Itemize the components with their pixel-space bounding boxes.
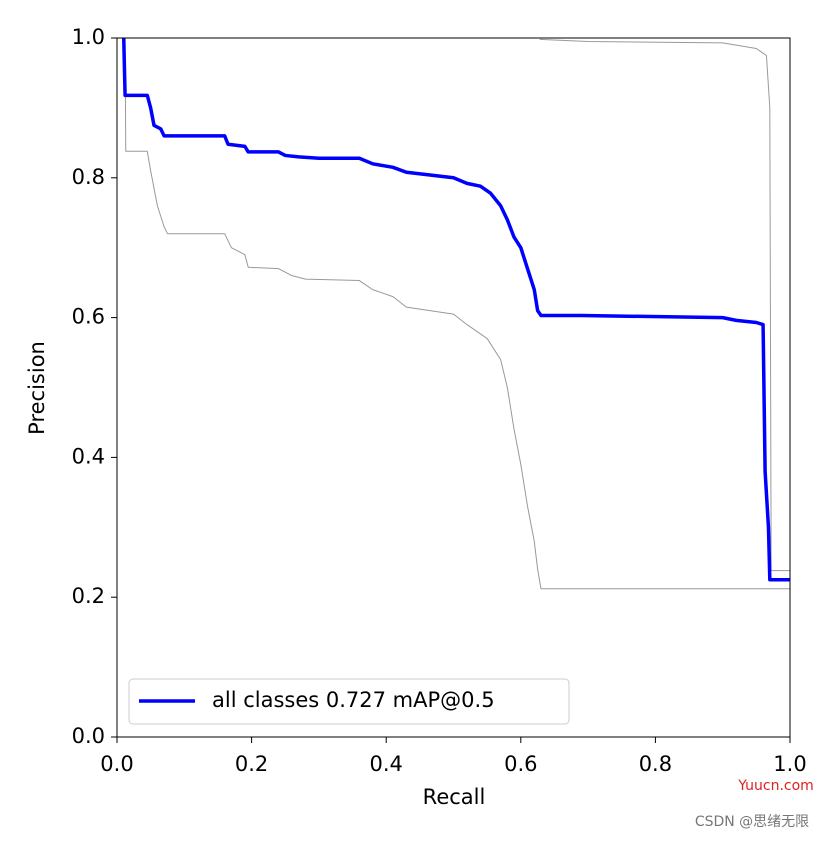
x-tick-label: 1.0 [773, 752, 806, 776]
y-axis-label: Precision [25, 341, 49, 435]
y-tick-label: 1.0 [72, 25, 105, 49]
watermark: Yuucn.com [737, 778, 814, 794]
x-tick-label: 0.2 [235, 752, 268, 776]
line-series [124, 37, 790, 590]
y-tick-label: 0.4 [72, 444, 105, 468]
y-tick-label: 0.6 [72, 305, 105, 329]
y-tick-label: 0.0 [72, 724, 105, 748]
x-axis-label: Recall [423, 785, 486, 809]
legend-label: all classes 0.727 mAP@0.5 [212, 688, 495, 712]
x-tick-label: 0.4 [369, 752, 402, 776]
y-tick-label: 0.8 [72, 165, 105, 189]
watermark: CSDN @思绪无限 [695, 814, 809, 830]
x-tick-label: 0.0 [100, 752, 133, 776]
legend-box [128, 678, 570, 725]
y-tick-label: 0.2 [72, 584, 105, 608]
plot-frame [116, 37, 791, 738]
line-series [539, 38, 790, 572]
line-series [121, 37, 790, 582]
x-tick-label: 0.8 [639, 752, 672, 776]
x-tick-label: 0.6 [504, 752, 537, 776]
